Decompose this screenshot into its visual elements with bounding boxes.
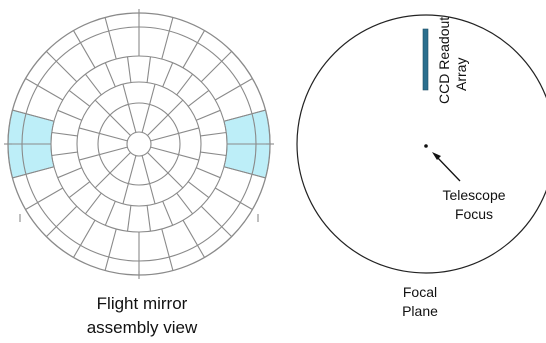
spoke-outer (223, 109, 266, 122)
spoke-outer (214, 187, 253, 210)
focus-label-line2: Focus (455, 206, 493, 222)
focus-label-line1: Telescope (442, 187, 505, 203)
spoke-inner (78, 127, 128, 142)
spoke-outer (12, 109, 55, 122)
focal-plane-label-line1: Focal (403, 284, 437, 300)
spoke-middle (68, 89, 91, 107)
spoke-middle (162, 201, 174, 226)
spoke-inner (141, 155, 156, 205)
spoke-outer (161, 228, 174, 271)
spoke-inner (141, 83, 156, 133)
shell-2 (76, 81, 202, 207)
spoke-outer (223, 166, 266, 179)
spoke-outer (104, 17, 117, 60)
spoke-middle (162, 62, 174, 87)
spoke-middle (187, 181, 210, 199)
spoke-outer (182, 30, 205, 69)
spoke-middle (68, 181, 91, 199)
spoke-outer (200, 50, 233, 83)
spoke-middle (196, 109, 221, 121)
spoke-middle (51, 151, 78, 157)
spoke-outer (104, 228, 117, 271)
spoke-middle (187, 89, 210, 107)
spoke-middle (126, 56, 132, 83)
focal-plane-circle (296, 14, 546, 274)
spoke-outer (12, 166, 55, 179)
mirror-caption-line1: Flight mirror (97, 294, 188, 313)
spoke-outer (45, 205, 78, 238)
mirror-caption-line2: assembly view (87, 318, 198, 337)
spoke-outer (161, 17, 174, 60)
spoke-middle (51, 131, 78, 137)
spoke-inner (147, 152, 184, 189)
spoke-inner (94, 152, 131, 189)
spoke-middle (200, 151, 227, 157)
spoke-middle (57, 109, 82, 121)
telescope-focus-dot (424, 144, 428, 148)
spoke-middle (104, 201, 116, 226)
spoke-middle (176, 192, 194, 215)
spoke-inner (150, 146, 200, 161)
ccd-label-line1: CCD Readout (436, 17, 452, 104)
hub (126, 131, 152, 157)
spoke-middle (57, 167, 82, 179)
focal-plane-label-line2: Plane (402, 303, 438, 319)
spoke-middle (196, 167, 221, 179)
spoke-middle (84, 73, 102, 96)
spoke-outer (73, 219, 96, 258)
ccd-label-line2: Array (453, 58, 469, 91)
spoke-middle (146, 205, 152, 232)
spoke-middle (200, 131, 227, 137)
spoke-outer (73, 30, 96, 69)
focal-plane-view: CCD Readout Array Telescope Focus Focal … (296, 14, 546, 319)
spoke-middle (126, 205, 132, 232)
spoke-middle (84, 192, 102, 215)
spoke-middle (104, 62, 116, 87)
spoke-outer (25, 78, 64, 101)
outer-ticks (4, 9, 274, 279)
spoke-inner (78, 146, 128, 161)
spoke-outer (214, 78, 253, 101)
spoke-inner (147, 99, 184, 136)
spoke-inner (122, 155, 137, 205)
spoke-outer (200, 205, 233, 238)
ccd-readout-array (422, 28, 429, 91)
spoke-inner (94, 99, 131, 136)
spoke-middle (146, 56, 152, 83)
spoke-inner (122, 83, 137, 133)
spoke-inner (150, 127, 200, 142)
shell-1 (97, 102, 181, 186)
spoke-outer (45, 50, 78, 83)
spokes (8, 13, 270, 275)
mirror-assembly: Flight mirror assembly view (4, 9, 274, 337)
arrow-icon (432, 152, 461, 182)
spoke-outer (25, 187, 64, 210)
spoke-outer (182, 219, 205, 258)
spoke-middle (176, 73, 194, 96)
